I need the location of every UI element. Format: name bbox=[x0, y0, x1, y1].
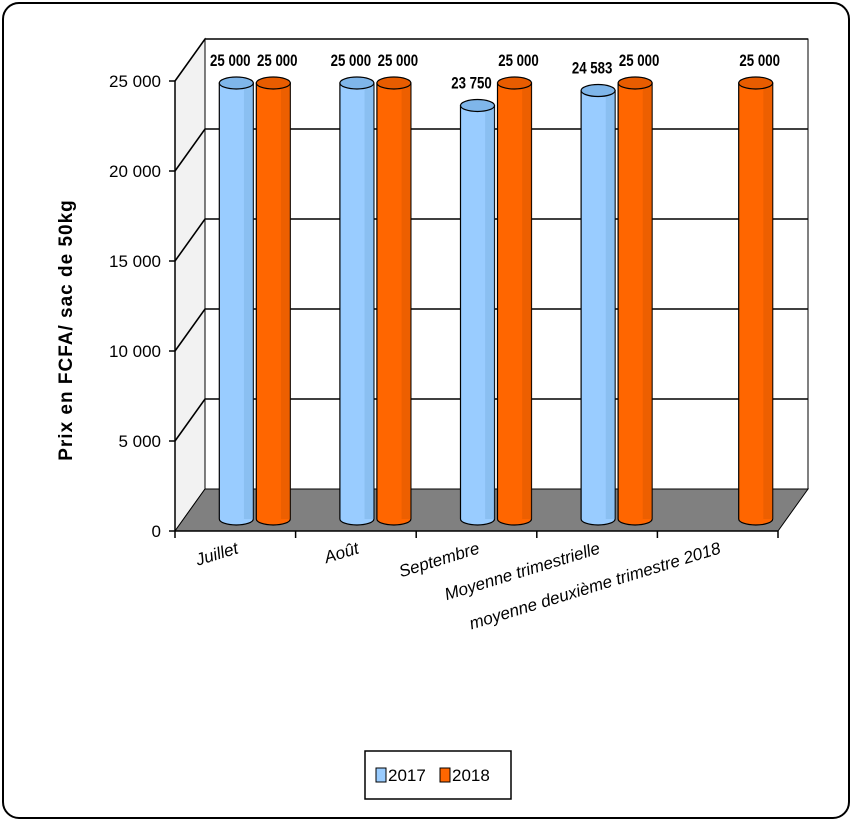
y-axis-label: Prix en FCFA/ sac de 50kg bbox=[56, 199, 77, 461]
bar bbox=[376, 76, 412, 526]
gridline bbox=[174, 38, 808, 82]
bar-shade bbox=[763, 83, 773, 519]
side-wall bbox=[174, 37, 206, 533]
bar bbox=[255, 76, 291, 526]
bar-top bbox=[738, 76, 774, 90]
bar bbox=[738, 76, 774, 526]
legend-swatch-2017 bbox=[375, 767, 387, 783]
legend-swatch-2018 bbox=[439, 767, 451, 783]
legend-box bbox=[364, 750, 512, 800]
bar-body bbox=[218, 82, 254, 526]
bar-top bbox=[617, 76, 653, 90]
y-tick-label: 5 000 bbox=[118, 432, 161, 451]
data-label: 25 000 bbox=[210, 52, 251, 71]
data-label: 23 750 bbox=[451, 74, 492, 93]
bar bbox=[218, 76, 254, 526]
bar bbox=[459, 98, 496, 526]
bar bbox=[580, 83, 616, 526]
bar-body bbox=[255, 82, 291, 526]
bar-top bbox=[580, 83, 616, 98]
data-label: 25 000 bbox=[378, 52, 419, 71]
bar-top bbox=[339, 76, 375, 90]
bar-body bbox=[376, 82, 412, 526]
bar-body bbox=[580, 89, 616, 526]
bar-shade bbox=[243, 83, 254, 519]
bar-top bbox=[255, 76, 291, 90]
y-tick-label: 15 000 bbox=[109, 252, 161, 271]
bar-shade bbox=[485, 105, 495, 519]
bar-body bbox=[459, 104, 496, 526]
bar-body bbox=[339, 82, 375, 526]
bar-body bbox=[738, 82, 774, 526]
bar-shade bbox=[642, 83, 653, 519]
y-tick-label: 20 000 bbox=[109, 162, 161, 181]
bar bbox=[339, 76, 375, 526]
bar-shade bbox=[280, 83, 291, 519]
data-label: 25 000 bbox=[331, 52, 372, 71]
data-label: 25 000 bbox=[619, 52, 660, 71]
y-tick-label: 10 000 bbox=[109, 342, 161, 361]
data-label: 24 583 bbox=[572, 59, 613, 78]
y-tick-label: 25 000 bbox=[109, 72, 161, 91]
y-tick-label: 0 bbox=[152, 522, 161, 541]
bar-shade bbox=[401, 83, 411, 519]
bar-top bbox=[459, 98, 496, 113]
data-label: 25 000 bbox=[739, 52, 780, 71]
bar bbox=[617, 76, 653, 526]
bar-shade bbox=[605, 90, 616, 520]
data-label: 25 000 bbox=[498, 52, 539, 71]
bar-shade bbox=[522, 83, 532, 519]
data-label: 25 000 bbox=[257, 52, 298, 71]
bar bbox=[496, 76, 533, 526]
bar-body bbox=[617, 82, 653, 526]
bar-top bbox=[218, 76, 254, 90]
bar-top bbox=[376, 76, 412, 90]
bar-shade bbox=[364, 83, 374, 519]
legend-label-2017: 2017 bbox=[388, 766, 426, 785]
bar-body bbox=[496, 82, 533, 526]
legend: 2017 2018 bbox=[364, 750, 512, 800]
legend-label-2018: 2018 bbox=[452, 766, 490, 785]
bar-top bbox=[496, 76, 533, 90]
